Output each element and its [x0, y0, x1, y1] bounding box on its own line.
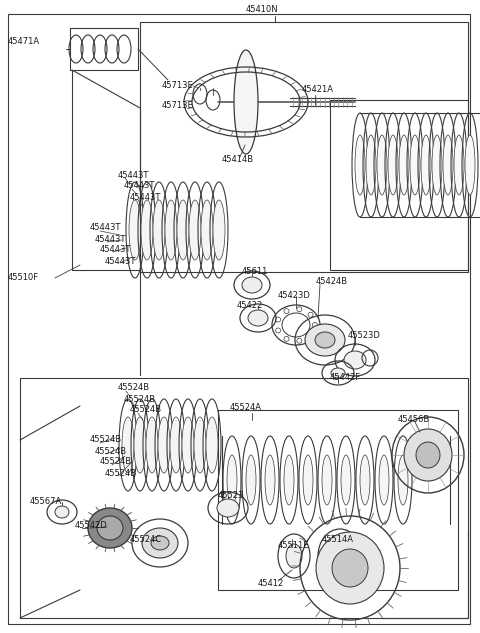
Ellipse shape [454, 135, 464, 195]
Text: 45443T: 45443T [118, 170, 149, 180]
Text: 45524B: 45524B [100, 458, 132, 467]
Ellipse shape [305, 324, 345, 356]
Ellipse shape [165, 200, 177, 260]
Ellipse shape [141, 200, 153, 260]
Ellipse shape [360, 455, 370, 505]
Ellipse shape [217, 499, 239, 517]
Ellipse shape [316, 532, 384, 604]
Ellipse shape [194, 417, 206, 473]
Text: 45514A: 45514A [322, 536, 354, 544]
Text: 45713E: 45713E [162, 82, 194, 91]
Text: 45456B: 45456B [398, 415, 430, 425]
Ellipse shape [88, 508, 132, 548]
Text: 45523D: 45523D [348, 330, 381, 339]
Text: 45443T: 45443T [95, 234, 126, 244]
Text: 45523: 45523 [218, 491, 244, 499]
Ellipse shape [399, 135, 409, 195]
Text: 45524B: 45524B [95, 446, 127, 456]
Text: 45442F: 45442F [330, 373, 361, 382]
Bar [20, 378, 468, 618]
Text: 45713E: 45713E [162, 101, 194, 111]
Ellipse shape [284, 455, 294, 505]
Ellipse shape [379, 455, 389, 505]
Ellipse shape [170, 417, 182, 473]
Ellipse shape [404, 429, 452, 481]
Text: 45412: 45412 [258, 579, 284, 589]
Text: 45423D: 45423D [278, 291, 311, 299]
Ellipse shape [377, 135, 387, 195]
Ellipse shape [328, 541, 352, 571]
Ellipse shape [201, 200, 213, 260]
Text: 45524B: 45524B [90, 436, 122, 444]
Text: 45524B: 45524B [130, 406, 162, 415]
Bar [70, 28, 138, 70]
Ellipse shape [153, 200, 165, 260]
Ellipse shape [443, 135, 453, 195]
Text: 45443T: 45443T [105, 256, 136, 265]
Text: 45567A: 45567A [30, 498, 62, 506]
Ellipse shape [97, 516, 123, 540]
Text: 45443T: 45443T [90, 223, 121, 232]
Text: 45524C: 45524C [130, 536, 162, 544]
Text: 45422: 45422 [237, 301, 263, 310]
Ellipse shape [55, 506, 69, 518]
Text: 45443T: 45443T [124, 182, 156, 191]
Bar [330, 100, 468, 270]
Ellipse shape [206, 417, 218, 473]
Ellipse shape [189, 200, 201, 260]
Ellipse shape [146, 417, 158, 473]
Ellipse shape [315, 332, 335, 348]
Ellipse shape [182, 417, 194, 473]
Text: 45443T: 45443T [130, 192, 161, 201]
Text: 45611: 45611 [242, 268, 268, 277]
Text: 45511E: 45511E [278, 541, 310, 551]
Ellipse shape [151, 536, 169, 550]
Ellipse shape [432, 135, 442, 195]
Ellipse shape [398, 455, 408, 505]
Ellipse shape [265, 455, 275, 505]
Ellipse shape [177, 200, 189, 260]
Ellipse shape [303, 455, 313, 505]
Text: 45524B: 45524B [124, 394, 156, 403]
Text: 45471A: 45471A [8, 37, 40, 46]
Ellipse shape [213, 200, 225, 260]
Ellipse shape [341, 455, 351, 505]
Ellipse shape [158, 417, 170, 473]
Text: 45424B: 45424B [316, 277, 348, 287]
Text: 45421A: 45421A [302, 85, 334, 94]
Text: 45510F: 45510F [8, 273, 39, 282]
Ellipse shape [286, 544, 302, 568]
Text: 45524B: 45524B [118, 384, 150, 392]
Ellipse shape [248, 310, 268, 326]
Ellipse shape [331, 368, 345, 378]
Ellipse shape [322, 455, 332, 505]
Text: 45524B: 45524B [105, 468, 137, 477]
Bar [140, 22, 468, 272]
Ellipse shape [421, 135, 431, 195]
Text: 45443T: 45443T [100, 246, 132, 254]
Ellipse shape [129, 200, 141, 260]
Ellipse shape [234, 50, 258, 154]
Text: 45410N: 45410N [246, 6, 278, 15]
Ellipse shape [344, 351, 366, 369]
Ellipse shape [416, 442, 440, 468]
Ellipse shape [388, 135, 398, 195]
Ellipse shape [142, 528, 178, 558]
Bar [218, 410, 458, 590]
Ellipse shape [332, 549, 368, 587]
Ellipse shape [242, 277, 262, 293]
Ellipse shape [227, 455, 237, 505]
Ellipse shape [366, 135, 376, 195]
Text: 45542D: 45542D [75, 520, 108, 529]
Text: 45414B: 45414B [222, 156, 254, 165]
Ellipse shape [355, 135, 365, 195]
Ellipse shape [246, 455, 256, 505]
Text: 45524A: 45524A [230, 403, 262, 413]
Ellipse shape [122, 417, 134, 473]
Ellipse shape [410, 135, 420, 195]
Ellipse shape [134, 417, 146, 473]
Ellipse shape [465, 135, 475, 195]
